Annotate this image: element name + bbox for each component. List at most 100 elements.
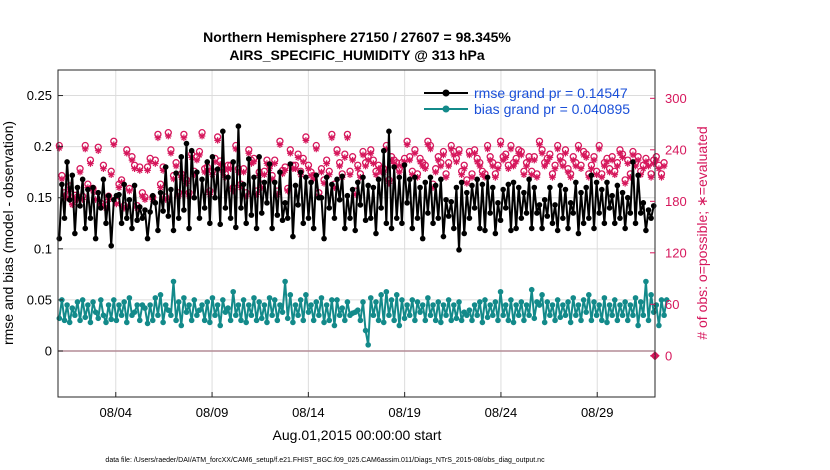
- obs-evaluated-marker: [442, 173, 450, 181]
- rmse-point: [175, 215, 182, 221]
- bias-point: [622, 299, 628, 305]
- obs-evaluated-marker: [61, 192, 68, 200]
- obs-evaluated-marker: [645, 162, 652, 170]
- rmse-point: [92, 235, 99, 242]
- rmse-point: [56, 235, 63, 242]
- rmse-point: [635, 172, 641, 179]
- obs-evaluated-marker: [429, 184, 437, 191]
- bias-point: [310, 317, 317, 324]
- bias-point: [300, 317, 307, 324]
- bias-point: [469, 317, 475, 324]
- bias-point: [188, 317, 195, 324]
- bias-point: [95, 315, 102, 322]
- rmse-point: [266, 161, 273, 167]
- rmse-point: [201, 205, 208, 211]
- obs-evaluated-marker: [642, 158, 650, 166]
- obs-evaluated-marker: [471, 149, 478, 157]
- rmse-point: [248, 212, 255, 218]
- y-right-tick-label: 120: [665, 245, 687, 260]
- rmse-point: [82, 225, 89, 232]
- bias-point: [362, 327, 369, 334]
- obs-evaluated-marker: [458, 171, 465, 179]
- bias-point: [342, 317, 348, 324]
- obs-evaluated-marker: [165, 132, 172, 140]
- bias-point: [435, 299, 442, 305]
- rmse-point: [186, 225, 192, 232]
- rmse-point: [162, 164, 169, 170]
- rmse-point: [604, 179, 610, 186]
- bias-point: [334, 297, 340, 303]
- bias-point: [191, 297, 198, 303]
- rmse-point: [105, 192, 112, 199]
- x-tick-label: 08/29: [581, 405, 614, 420]
- obs-evaluated-marker: [403, 141, 411, 148]
- bias-point: [131, 309, 138, 315]
- bias-point: [329, 297, 335, 303]
- bias-point: [632, 295, 639, 301]
- rmse-point: [539, 225, 545, 232]
- bias-point: [155, 312, 161, 319]
- obs-evaluated-marker: [463, 179, 471, 187]
- rmse-point: [518, 215, 525, 221]
- rmse-point: [432, 182, 439, 189]
- bias-point: [290, 319, 296, 326]
- rmse-point: [204, 159, 211, 165]
- bias-point: [175, 299, 182, 305]
- rmse-point: [482, 227, 488, 234]
- bias-point: [464, 312, 470, 319]
- rmse-point: [142, 207, 148, 213]
- bias-point: [79, 297, 86, 303]
- bias-point: [650, 309, 657, 315]
- bias-point: [427, 312, 434, 319]
- obs-evaluated-marker: [518, 151, 525, 159]
- x-tick-label: 08/14: [292, 405, 325, 420]
- rmse-point: [181, 207, 187, 213]
- bias-point: [648, 292, 654, 298]
- obs-evaluated-marker: [484, 145, 491, 153]
- bias-point: [274, 317, 281, 324]
- obs-evaluated-marker: [512, 158, 520, 166]
- rmse-point: [326, 205, 333, 211]
- obs-evaluated-marker: [331, 184, 338, 191]
- bias-point: [445, 297, 452, 303]
- bias-point: [593, 312, 600, 319]
- rmse-point: [144, 235, 151, 242]
- obs-evaluated-marker: [660, 162, 668, 170]
- obs-evaluated-marker: [549, 173, 556, 181]
- rmse-point: [72, 230, 78, 237]
- bias-point: [82, 314, 89, 321]
- rmse-point: [513, 225, 519, 232]
- obs-evaluated-marker: [157, 184, 164, 191]
- obs-evaluated-marker: [250, 158, 258, 166]
- rmse-point: [375, 176, 382, 183]
- rmse-point: [149, 192, 156, 199]
- rmse-point: [598, 186, 605, 193]
- bias-point: [360, 299, 366, 305]
- obs-evaluated-marker: [543, 158, 551, 166]
- rmse-point: [155, 227, 161, 234]
- rmse-point: [650, 203, 657, 209]
- bias-point: [388, 297, 395, 303]
- rmse-point: [238, 205, 244, 211]
- bias-point: [386, 312, 392, 319]
- bias-point: [134, 302, 140, 308]
- rmse-point: [123, 215, 130, 221]
- obs-evaluated-marker: [619, 154, 626, 161]
- rmse-point: [183, 140, 190, 147]
- obs-evaluated-marker: [450, 151, 458, 159]
- obs-evaluated-marker: [455, 149, 463, 157]
- bias-point: [277, 302, 283, 308]
- bias-point: [316, 312, 322, 319]
- obs-evaluated-marker: [349, 156, 356, 164]
- obs-evaluated-marker: [110, 141, 118, 148]
- bias-point: [214, 302, 221, 308]
- bias-point: [549, 302, 556, 308]
- obs-evaluated-marker: [219, 168, 227, 176]
- obs-evaluated-marker: [71, 194, 79, 202]
- obs-evaluated-marker: [510, 162, 517, 170]
- obs-evaluated-marker: [494, 165, 502, 173]
- bias-point: [186, 302, 192, 308]
- rmse-point: [414, 215, 421, 221]
- rmse-point: [648, 215, 654, 221]
- obs-evaluated-marker: [437, 162, 445, 170]
